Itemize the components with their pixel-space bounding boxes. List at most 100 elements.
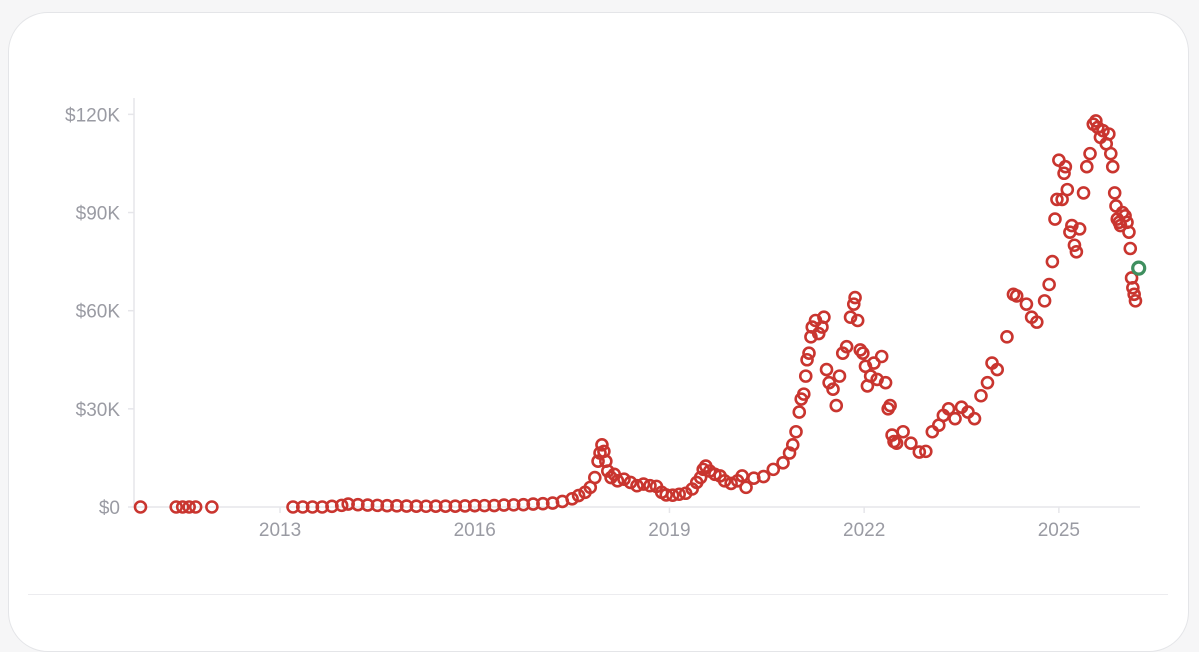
data-point (334, 498, 349, 513)
data-point (565, 492, 579, 506)
data-point (896, 424, 910, 439)
data-point (1126, 280, 1140, 295)
data-point (1107, 186, 1122, 200)
data-point (912, 445, 927, 459)
data-point (1105, 159, 1120, 174)
data-point (829, 398, 844, 413)
data-point (843, 310, 858, 325)
data-point (724, 476, 738, 491)
data-point (826, 382, 840, 397)
data-point (846, 297, 861, 311)
data-point (797, 387, 811, 401)
data-point (1089, 114, 1103, 128)
data-point (188, 500, 203, 514)
y-tick-label: $30K (76, 400, 121, 421)
data-point (1067, 238, 1082, 253)
data-point (693, 470, 708, 485)
data-point (1083, 146, 1097, 161)
data-point (980, 375, 995, 390)
chart-axes (133, 98, 1140, 508)
data-point (665, 488, 680, 503)
data-point (819, 362, 834, 377)
data-point (1123, 241, 1138, 256)
data-point (878, 375, 893, 390)
data-point (904, 436, 918, 450)
data-point (848, 290, 862, 305)
data-point (867, 356, 881, 370)
data-point (659, 488, 674, 502)
data-point (600, 464, 615, 478)
data-point (863, 369, 878, 383)
data-point (856, 346, 870, 361)
data-point (850, 313, 865, 328)
data-point (948, 411, 962, 426)
data-point (717, 474, 732, 488)
chart-card (8, 12, 1189, 652)
data-point (672, 487, 686, 502)
data-point (1050, 192, 1064, 207)
data-points (133, 114, 1147, 514)
data-point (756, 469, 771, 484)
data-point (817, 310, 831, 325)
data-point (1042, 277, 1056, 292)
data-point (169, 500, 183, 514)
data-point (1030, 315, 1044, 329)
y-tick-label: $90K (76, 204, 121, 225)
data-point (630, 478, 644, 493)
x-tick-label: 2013 (259, 520, 301, 541)
data-point (800, 352, 814, 367)
data-point (1128, 294, 1143, 308)
data-point (766, 462, 781, 477)
x-tick-label: 2016 (454, 520, 496, 541)
x-tick-label: 2022 (843, 520, 885, 541)
data-point (1122, 225, 1136, 239)
data-point (1072, 222, 1087, 236)
data-point (604, 470, 618, 485)
data-point (839, 339, 854, 354)
y-tick-label: $60K (76, 302, 121, 323)
data-point (1127, 287, 1141, 302)
data-point (1069, 244, 1084, 259)
data-point (588, 470, 602, 485)
data-point (591, 454, 605, 468)
data-point (1037, 294, 1052, 308)
data-point (990, 362, 1005, 377)
data-point (883, 398, 897, 413)
data-point (1057, 166, 1071, 181)
data-point (889, 436, 904, 450)
data-point (133, 500, 148, 514)
data-point (595, 438, 609, 452)
data-point (1019, 297, 1034, 311)
data-point (919, 444, 933, 459)
data-point (1109, 199, 1123, 213)
data-point (1058, 159, 1073, 174)
data-point (182, 500, 196, 514)
data-point (739, 480, 753, 495)
data-point (623, 475, 638, 490)
data-point (941, 402, 956, 416)
data-point (1103, 146, 1118, 161)
data-point (205, 500, 219, 514)
data-point (874, 349, 889, 364)
data-point (792, 405, 807, 419)
x-tick-label: 2025 (1038, 520, 1080, 541)
data-point (617, 472, 631, 486)
data-point (610, 474, 625, 488)
data-point (1052, 153, 1066, 167)
data-point (1065, 218, 1079, 233)
data-point (175, 500, 190, 514)
latest-data-point (1131, 260, 1147, 276)
x-axis-ticks: 2013 2016 2019 2022 2025 (259, 507, 1080, 541)
data-point (789, 424, 803, 439)
data-point (785, 438, 800, 452)
data-point (1118, 208, 1132, 223)
data-point (974, 388, 988, 403)
data-point (967, 411, 982, 426)
data-point (1060, 182, 1075, 197)
data-point (798, 369, 813, 383)
x-tick-label: 2019 (648, 520, 690, 541)
data-point (636, 477, 651, 491)
data-point (1009, 289, 1024, 303)
data-point (1048, 212, 1062, 226)
data-point (802, 346, 816, 361)
